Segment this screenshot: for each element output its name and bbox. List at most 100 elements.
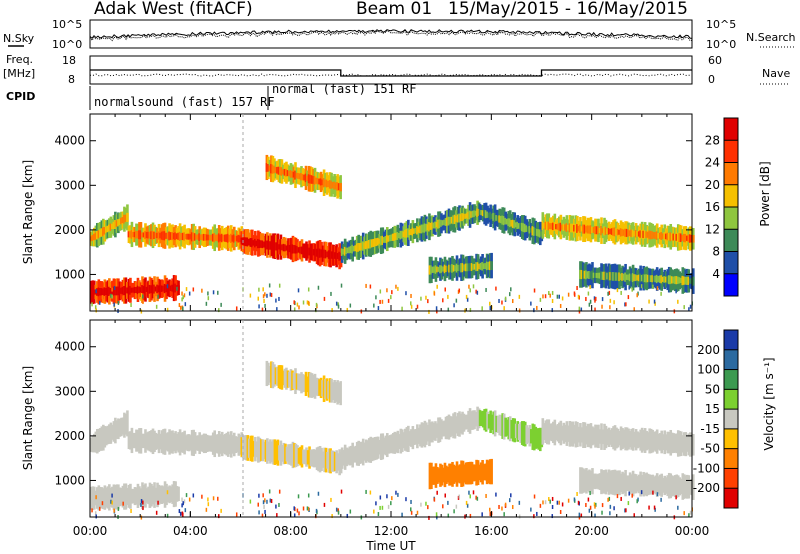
power-mark-core [490, 261, 493, 271]
power-mark-core [470, 211, 473, 218]
power-mark-core [254, 238, 257, 248]
cpid-mode-1: normalsound (fast) 157 RF [94, 95, 275, 109]
power-mark-core [115, 286, 119, 296]
power-speckle [217, 290, 219, 295]
power-mark-core [384, 236, 388, 243]
power-mark-core [123, 286, 126, 296]
power-mark-core [606, 228, 609, 235]
velocity-speckle [302, 506, 305, 511]
power-speckle [340, 283, 343, 288]
power-mark-core [281, 244, 284, 251]
power-mark-core [295, 172, 299, 179]
velocity-mark [306, 450, 310, 465]
power-mark-core [585, 226, 588, 233]
power-mark-core [108, 286, 111, 296]
power-mark-core [357, 242, 360, 252]
power-mark-core [196, 234, 200, 240]
power-mark-core [489, 211, 492, 220]
velocity-mark [664, 477, 668, 494]
power-mark-core [132, 231, 135, 238]
velocity-mark [320, 447, 323, 472]
power-mark-core [93, 288, 96, 297]
power-mark-core [264, 240, 268, 249]
power-speckle [184, 302, 187, 307]
power-speckle [433, 291, 436, 296]
power-speckle [155, 304, 158, 309]
velocity-cbar-label: Velocity [m s⁻¹] [762, 357, 776, 450]
velocity-mark [396, 430, 400, 454]
velocity-mark [640, 427, 644, 453]
power-mark-core [373, 238, 377, 247]
power-speckle [220, 302, 222, 307]
power-cbar-tick-label: 28 [705, 133, 720, 147]
velocity-mark [440, 419, 443, 440]
power-mark-core [688, 234, 692, 243]
velocity-mark [547, 419, 551, 445]
velocity-mark [301, 374, 305, 393]
freq-tick-18: 18 [62, 54, 76, 67]
velocity-mark [258, 437, 262, 462]
velocity-mark [279, 440, 283, 466]
power-mark-core [248, 238, 251, 246]
velocity-mark [612, 469, 615, 495]
velocity-speckle [217, 496, 219, 501]
power-mark-core [303, 248, 307, 254]
power-mark-core [168, 285, 171, 292]
velocity-mark [649, 474, 653, 495]
power-mark-core [99, 229, 102, 238]
velocity-speckle [349, 509, 352, 514]
velocity-mark [624, 427, 627, 451]
velocity-speckle [258, 493, 260, 498]
velocity-mark [616, 428, 620, 448]
power-mark-core [472, 263, 475, 270]
power-mark-core [444, 218, 448, 226]
velocity-speckle [192, 493, 195, 498]
velocity-mark [263, 441, 266, 460]
velocity-speckle [331, 514, 333, 519]
power-speckle [182, 295, 184, 300]
velocity-mark [583, 469, 587, 492]
power-mark-core [154, 232, 158, 239]
power-speckle [391, 290, 393, 295]
power-speckle [455, 298, 458, 303]
power-speckle [489, 306, 491, 311]
velocity-speckle [589, 505, 592, 510]
power-mark-core [297, 172, 300, 179]
velocity-mark [642, 430, 645, 451]
power-speckle [397, 286, 399, 291]
velocity-mark [290, 443, 293, 466]
velocity-speckle [386, 494, 388, 499]
power-speckle [561, 296, 564, 301]
velocity-cbar-tick-label: -50 [700, 442, 720, 456]
velocity-mark [405, 427, 409, 452]
power-mark-core [316, 177, 320, 185]
velocity-mark [664, 434, 668, 451]
velocity-speckle [489, 507, 491, 512]
power-mark-core [667, 275, 671, 285]
velocity-speckle [293, 506, 295, 511]
power-mark-core [639, 230, 642, 238]
power-mark-core [293, 244, 296, 254]
power-mark-core [313, 175, 317, 185]
nave-label: Nave [762, 67, 790, 80]
power-mark-core [390, 234, 394, 242]
power-speckle [275, 298, 277, 303]
power-mark-core [103, 227, 107, 235]
velocity-y-tick-label: 3000 [54, 384, 85, 398]
velocity-mark [324, 447, 328, 473]
power-mark-core [343, 246, 347, 256]
power-speckle [178, 303, 181, 308]
velocity-mark [109, 422, 113, 444]
velocity-speckle [551, 514, 554, 519]
velocity-mark [257, 436, 260, 463]
power-mark-core [328, 180, 332, 189]
velocity-speckle [140, 499, 143, 504]
power-mark-core [416, 226, 419, 235]
power-mark-core [616, 228, 620, 236]
power-mark-core [190, 232, 194, 242]
power-mark-core [624, 228, 627, 237]
power-speckle [337, 304, 340, 309]
velocity-speckle [258, 510, 260, 515]
power-speckle [188, 291, 191, 296]
velocity-mark [670, 475, 674, 497]
